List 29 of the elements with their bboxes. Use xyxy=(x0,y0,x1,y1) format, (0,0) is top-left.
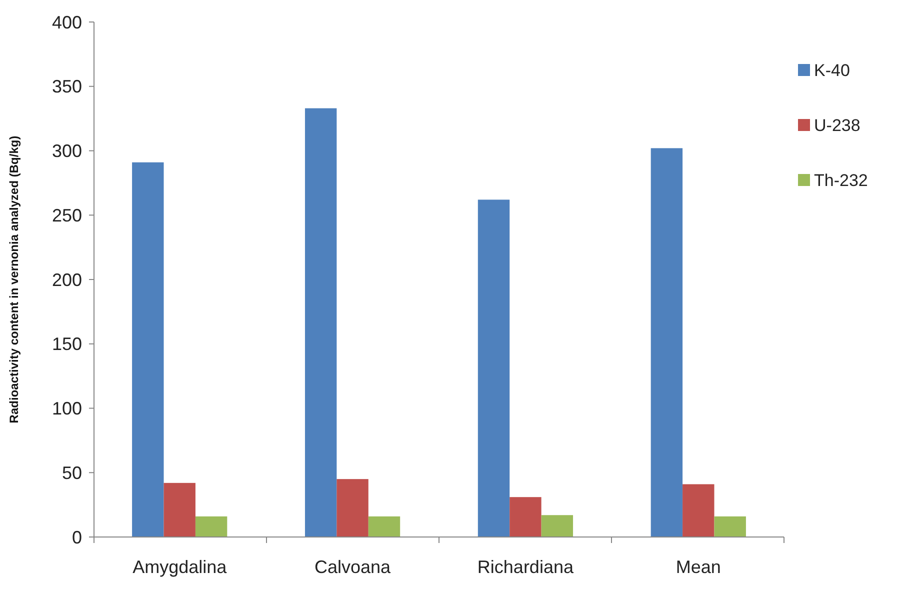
x-tick-label: Richardiana xyxy=(477,557,574,577)
bar xyxy=(682,484,714,537)
bar xyxy=(336,479,368,537)
y-axis-title: Radioactivity content in vernonia analyzed (Bq/kg) xyxy=(7,136,21,424)
bar xyxy=(541,515,574,537)
bar xyxy=(195,516,228,537)
y-tick-label: 250 xyxy=(52,205,82,226)
bar xyxy=(368,516,400,537)
bar xyxy=(132,162,164,537)
x-tick-label: Calvoana xyxy=(314,557,392,577)
bar xyxy=(478,200,510,537)
y-tick-label: 400 xyxy=(52,12,82,32)
y-tick-label: 50 xyxy=(62,462,82,483)
legend-label: K-40 xyxy=(814,60,850,80)
y-tick-label: 350 xyxy=(52,76,82,97)
y-tick-label: 300 xyxy=(52,141,82,162)
bar xyxy=(164,482,196,537)
y-tick-label: 100 xyxy=(52,398,82,419)
y-tick-label: 150 xyxy=(52,334,82,354)
bar xyxy=(650,148,683,537)
bar xyxy=(510,497,542,537)
legend-label: U-238 xyxy=(814,116,860,135)
legend-label: Th-232 xyxy=(814,170,868,190)
x-tick-label: Mean xyxy=(676,557,721,577)
x-tick-label: Amygdalina xyxy=(132,557,228,577)
bar xyxy=(714,516,746,537)
y-tick-label: 0 xyxy=(72,527,82,548)
y-tick-label: 200 xyxy=(52,270,82,290)
bar xyxy=(304,108,337,537)
